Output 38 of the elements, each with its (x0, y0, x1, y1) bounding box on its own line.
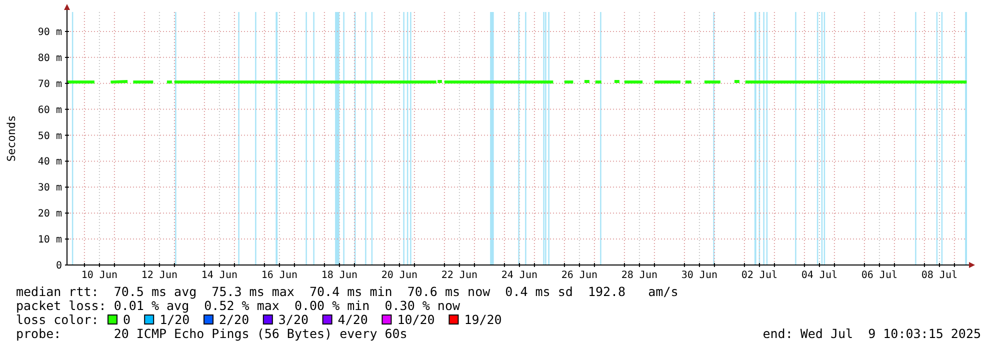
y-tick-label: 0 (56, 260, 62, 272)
legend-label: 1/20 (160, 312, 190, 327)
x-tick-label: 16 Jun (261, 270, 298, 281)
y-tick-label: 70 m (38, 78, 62, 90)
x-tick-label: 14 Jun (201, 270, 238, 281)
legend-label: 0 (123, 312, 131, 327)
x-tick-label: 06 Jul (861, 270, 898, 281)
x-tick-label: 02 Jul (741, 270, 778, 281)
y-tick-label: 90 m (38, 26, 62, 38)
x-tick-label: 30 Jun (681, 270, 718, 281)
text: packet loss: 0.01 % avg 0.52 % max 0.00 % min 0.30 % now (16, 298, 460, 313)
y-tick-label: 20 m (38, 208, 62, 220)
text: end: Wed Jul 9 10:03:15 2025 (762, 326, 981, 341)
x-tick-label: 12 Jun (141, 270, 178, 281)
x-tick-label: 28 Jun (621, 270, 658, 281)
x-tick-label: 26 Jun (561, 270, 598, 281)
y-tick-label: 30 m (38, 182, 62, 194)
y-tick-label: 10 m (38, 234, 62, 246)
x-tick-label: 10 Jun (81, 270, 118, 281)
legend-title: loss color: (16, 312, 99, 327)
legend-label: 19/20 (464, 312, 502, 327)
x-tick-label: 22 Jun (441, 270, 478, 281)
x-tick-label: 08 Jul (921, 270, 958, 281)
text: probe: 20 ICMP Echo Pings (56 Bytes) every 60s (16, 326, 408, 341)
x-tick-label: 24 Jun (501, 270, 538, 281)
y-tick-label: 50 m (38, 130, 62, 142)
y-tick-label: 60 m (38, 104, 62, 116)
text: median rtt: 70.5 ms avg 75.3 ms max 70.4 ms min 70.6 ms now 0.4 ms sd 192.8 am/s (16, 284, 678, 299)
legend-label: 2/20 (219, 312, 250, 327)
y-tick-label: 80 m (38, 52, 62, 64)
x-tick-label: 20 Jun (381, 270, 418, 281)
legend-label: 10/20 (397, 312, 435, 327)
x-tick-label: 18 Jun (321, 270, 358, 281)
y-tick-label: 40 m (38, 156, 62, 168)
x-tick-label: 04 Jul (801, 270, 838, 281)
y-axis-title: Seconds (5, 115, 18, 162)
legend-label: 3/20 (278, 312, 309, 327)
legend-label: 4/20 (338, 312, 368, 327)
